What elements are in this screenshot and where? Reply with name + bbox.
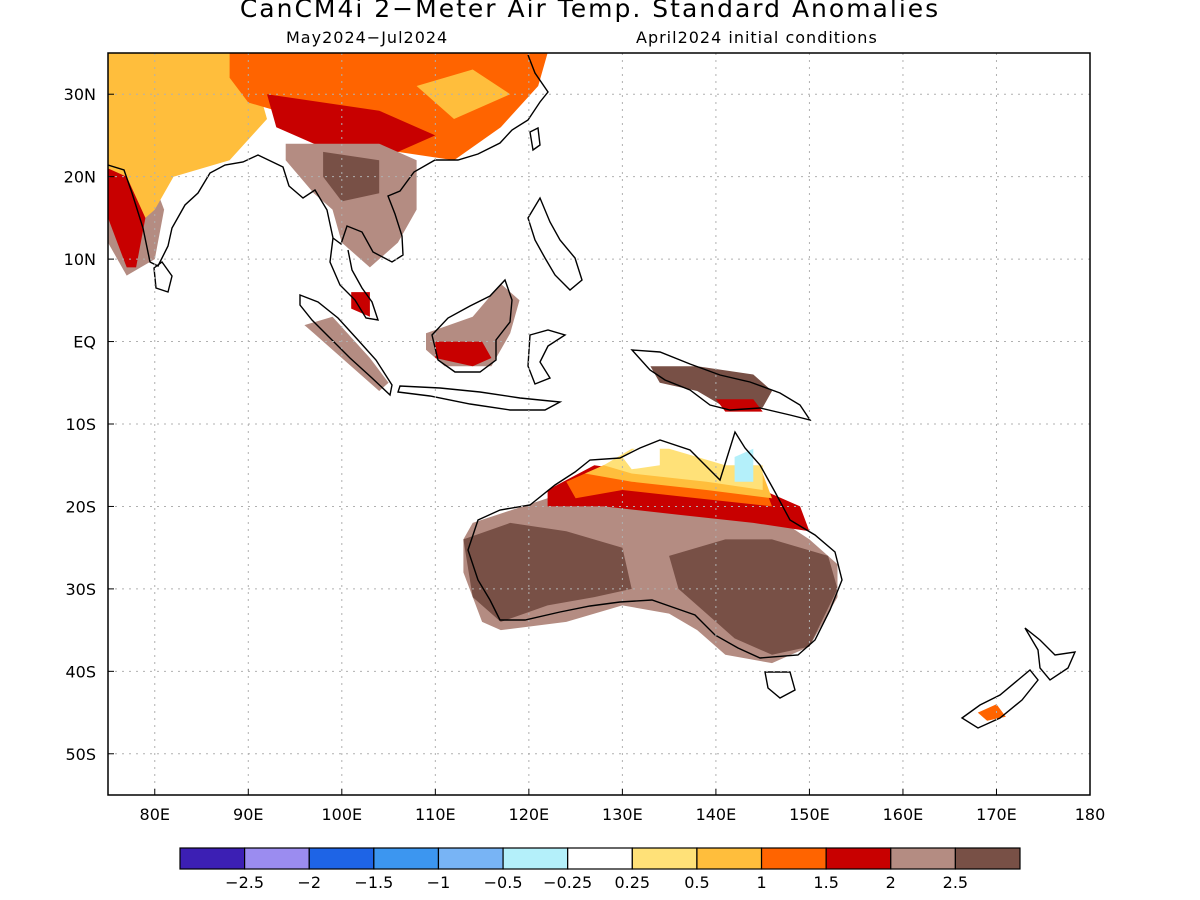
forecast-period: May2024−Jul2024: [286, 28, 449, 47]
lat-tick-label: 10S: [65, 415, 96, 434]
colorbar-swatch: [502, 847, 569, 870]
colorbar-swatch: [760, 847, 827, 870]
colorbar-swatch: [373, 847, 440, 870]
lon-tick-label: 150E: [789, 805, 830, 824]
lon-tick-label: 90E: [233, 805, 263, 824]
colorbar-swatch: [696, 847, 763, 870]
lat-tick-label: 50S: [65, 745, 96, 764]
region-australia-east-brown: [669, 539, 838, 655]
region-india-west-coast: [108, 168, 146, 268]
coastline-sumatra: [299, 293, 393, 397]
coastline-sri-lanka: [153, 261, 173, 293]
colorbar-swatch: [890, 847, 956, 870]
coastline-philippines: [527, 196, 583, 291]
coastline-borneo: [431, 278, 513, 373]
graticule: [108, 53, 1090, 795]
colorbar-label: −2: [297, 873, 321, 892]
colorbar-label: 0.5: [684, 873, 709, 892]
lon-tick-label: 80E: [140, 805, 170, 824]
lon-tick-label: 120E: [509, 805, 550, 824]
coastline-java: [397, 385, 563, 411]
coastline-australia: [467, 430, 843, 659]
lat-tick-label: 20N: [64, 168, 96, 187]
colorbar-label: −1.5: [354, 873, 393, 892]
region-china-yellow: [416, 69, 511, 119]
colorbar-label: −2.5: [225, 873, 264, 892]
coastline-malay-peninsula: [329, 237, 380, 321]
colorbar-label: 2: [886, 873, 896, 892]
lat-tick-label: 30S: [65, 580, 96, 599]
coastline-new-zealand-north: [1024, 627, 1077, 681]
region-australia-white: [622, 444, 660, 470]
colorbar-swatch: [437, 847, 504, 870]
lon-tick-label: 160E: [883, 805, 924, 824]
region-nz-orange: [977, 704, 1006, 721]
colorbar-swatch: [244, 847, 310, 870]
lon-tick-label: 110E: [415, 805, 456, 824]
lat-tick-label: 30N: [64, 85, 96, 104]
coastline-asia: [108, 54, 549, 267]
coastlines: [108, 54, 1077, 729]
colorbar-label: −0.5: [484, 873, 523, 892]
lat-tick-label: EQ: [73, 333, 96, 352]
colorbar-swatch: [567, 847, 633, 870]
region-china-south: [267, 94, 436, 152]
coastline-new-guinea: [630, 349, 812, 422]
colorbar: −2.5 −2 −1.5 −1 −0.5 −0.25 0.25 0.5 1 1.5 2 2.5: [179, 847, 1021, 892]
colorbar-label: 1: [756, 873, 766, 892]
colorbar-label: −0.25: [543, 873, 592, 892]
lon-tick-label: 100E: [321, 805, 362, 824]
region-australia-west-brown: [463, 522, 632, 622]
region-borneo-red: [435, 341, 492, 367]
colorbar-label: 1.5: [813, 873, 838, 892]
coastline-taiwan: [529, 126, 541, 152]
coastline-sulawesi: [527, 329, 567, 385]
initial-conditions: April2024 initial conditions: [636, 28, 878, 47]
region-new-guinea: [650, 366, 772, 408]
colorbar-swatch: [308, 847, 375, 870]
region-cape-york-cyan: [734, 448, 754, 482]
region-india-north: [108, 53, 267, 235]
coastline-new-zealand-south: [960, 669, 1039, 729]
colorbar-swatch: [825, 847, 892, 870]
chart-title: CanCM4i 2−Meter Air Temp. Standard Anoma…: [239, 0, 941, 23]
lon-tick-label: 170E: [976, 805, 1017, 824]
anomaly-regions: [108, 53, 1006, 721]
region-se-asia-core: [323, 151, 380, 202]
longitude-axis: 80E 90E 100E 110E 120E 130E 140E 150E 160E 170E 18…: [140, 789, 1106, 824]
lon-tick-label: 140E: [696, 805, 737, 824]
latitude-axis: 30N 20N 10N EQ 10S 20S 30S 40S 50S: [64, 85, 114, 764]
lat-tick-label: 40S: [65, 662, 96, 681]
colorbar-label: 2.5: [943, 873, 968, 892]
colorbar-swatch: [954, 847, 1021, 870]
colorbar-label: −1: [427, 873, 451, 892]
lon-tick-label: 130E: [602, 805, 643, 824]
region-se-asia: [285, 143, 417, 268]
region-malaysia-red: [351, 292, 370, 317]
colorbar-label: 0.25: [614, 873, 650, 892]
colorbar-swatch: [179, 847, 246, 870]
lat-tick-label: 10N: [64, 250, 96, 269]
lon-tick-label: 180: [1075, 805, 1106, 824]
coastline-tasmania: [764, 671, 796, 699]
colorbar-swatch: [631, 847, 698, 870]
lat-tick-label: 20S: [65, 497, 96, 516]
